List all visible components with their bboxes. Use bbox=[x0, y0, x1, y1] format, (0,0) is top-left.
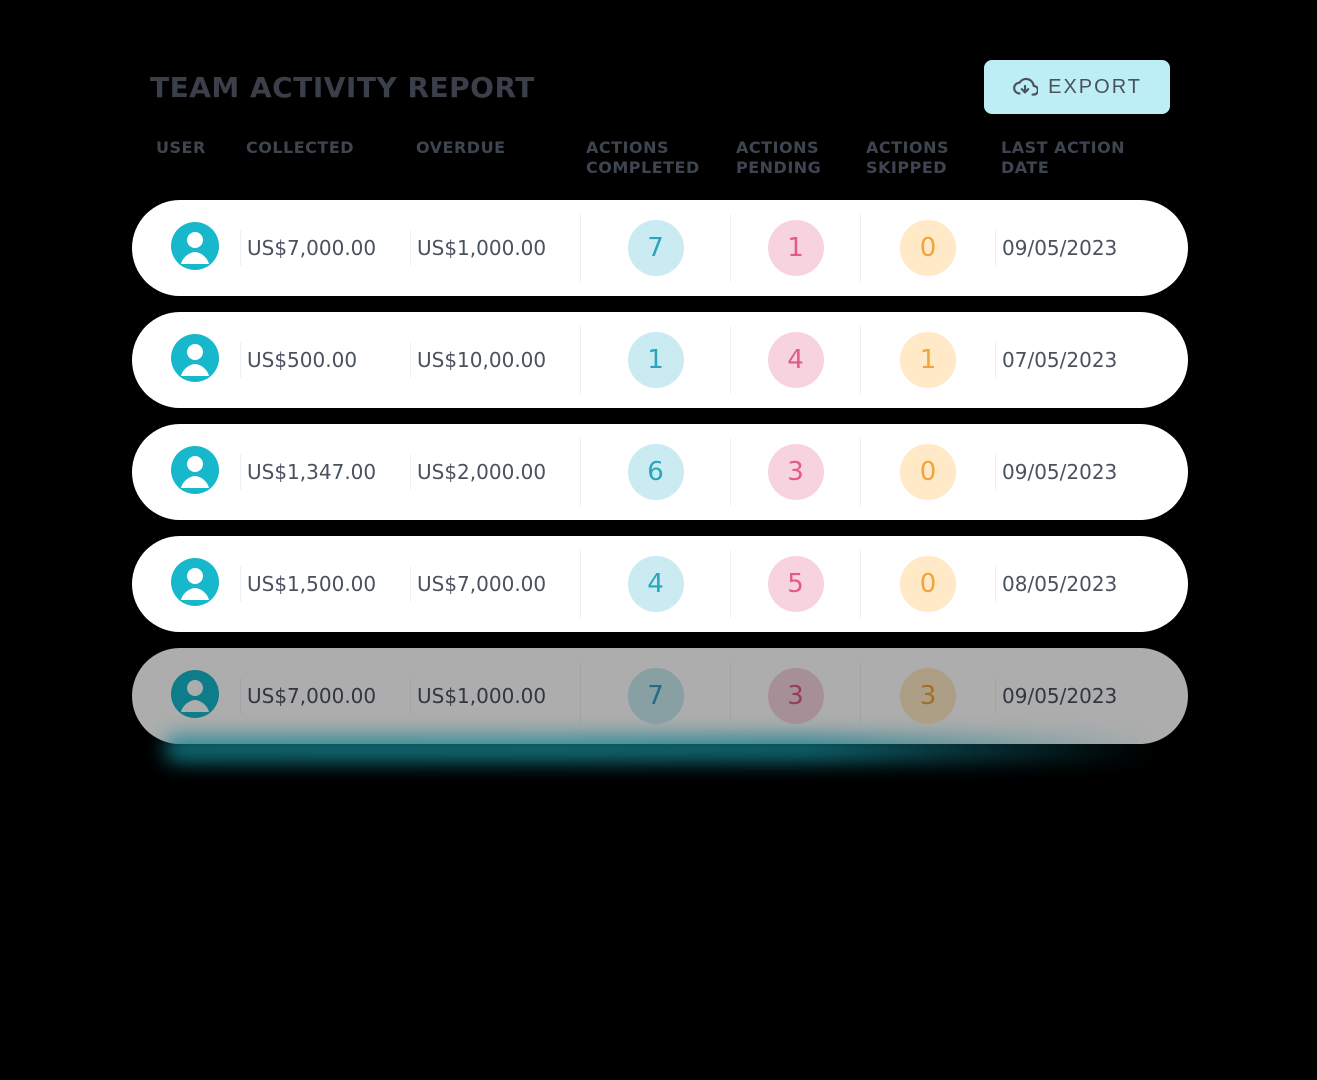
cell-user bbox=[150, 552, 240, 617]
cell-user bbox=[150, 328, 240, 393]
actions-pending-pill: 3 bbox=[768, 668, 824, 724]
cell-actions-completed: 4 bbox=[580, 550, 730, 618]
cloud-download-icon bbox=[1012, 74, 1038, 100]
cell-actions-pending: 3 bbox=[730, 438, 860, 506]
header-actions-skipped: ACTIONS SKIPPED bbox=[860, 132, 995, 184]
table-row: US$7,000.00 US$1,000.00 7 1 0 09/05/2023 bbox=[132, 200, 1188, 296]
viewport: TEAM ACTIVITY REPORT EXPORT USER COLLECT… bbox=[0, 0, 1317, 1080]
cell-actions-skipped: 0 bbox=[860, 438, 995, 506]
actions-skipped-pill: 3 bbox=[900, 668, 956, 724]
cell-actions-completed: 6 bbox=[580, 438, 730, 506]
header-overdue: OVERDUE bbox=[410, 132, 580, 184]
table-body: US$7,000.00 US$1,000.00 7 1 0 09/05/2023… bbox=[120, 200, 1200, 744]
export-button[interactable]: EXPORT bbox=[984, 60, 1170, 114]
cell-user bbox=[150, 216, 240, 281]
cell-overdue: US$7,000.00 bbox=[410, 566, 580, 602]
actions-pending-pill: 5 bbox=[768, 556, 824, 612]
actions-completed-pill: 4 bbox=[628, 556, 684, 612]
header-collected: COLLECTED bbox=[240, 132, 410, 184]
cell-actions-pending: 3 bbox=[730, 662, 860, 730]
actions-skipped-pill: 1 bbox=[900, 332, 956, 388]
cell-user bbox=[150, 664, 240, 729]
cell-last-action: 09/05/2023 bbox=[995, 230, 1175, 266]
user-avatar-icon bbox=[171, 670, 219, 718]
actions-skipped-pill: 0 bbox=[900, 556, 956, 612]
header-last-action: LAST ACTION DATE bbox=[995, 132, 1175, 184]
export-button-label: EXPORT bbox=[1048, 76, 1142, 99]
report-panel: TEAM ACTIVITY REPORT EXPORT USER COLLECT… bbox=[120, 40, 1200, 744]
cell-overdue: US$10,00.00 bbox=[410, 342, 580, 378]
actions-pending-pill: 4 bbox=[768, 332, 824, 388]
actions-pending-pill: 3 bbox=[768, 444, 824, 500]
cell-collected: US$1,500.00 bbox=[240, 566, 410, 602]
cell-actions-pending: 5 bbox=[730, 550, 860, 618]
cell-actions-skipped: 0 bbox=[860, 550, 995, 618]
user-avatar-icon bbox=[171, 558, 219, 606]
cell-collected: US$500.00 bbox=[240, 342, 410, 378]
titlebar: TEAM ACTIVITY REPORT EXPORT bbox=[150, 60, 1170, 114]
table-row: US$1,347.00 US$2,000.00 6 3 0 09/05/2023 bbox=[132, 424, 1188, 520]
actions-skipped-pill: 0 bbox=[900, 444, 956, 500]
cell-collected: US$1,347.00 bbox=[240, 454, 410, 490]
cell-last-action: 09/05/2023 bbox=[995, 454, 1175, 490]
cell-user bbox=[150, 440, 240, 505]
table-row: US$1,500.00 US$7,000.00 4 5 0 08/05/2023 bbox=[132, 536, 1188, 632]
cell-overdue: US$1,000.00 bbox=[410, 678, 580, 714]
actions-skipped-pill: 0 bbox=[900, 220, 956, 276]
header-actions-completed: ACTIONS COMPLETED bbox=[580, 132, 730, 184]
table-row: US$7,000.00 US$1,000.00 7 3 3 09/05/2023 bbox=[132, 648, 1188, 744]
cell-actions-completed: 7 bbox=[580, 662, 730, 730]
actions-pending-pill: 1 bbox=[768, 220, 824, 276]
table-row: US$500.00 US$10,00.00 1 4 1 07/05/2023 bbox=[132, 312, 1188, 408]
actions-completed-pill: 6 bbox=[628, 444, 684, 500]
user-avatar-icon bbox=[171, 334, 219, 382]
header-actions-pending: ACTIONS PENDING bbox=[730, 132, 860, 184]
cell-actions-skipped: 3 bbox=[860, 662, 995, 730]
header-user: USER bbox=[150, 132, 240, 184]
user-avatar-icon bbox=[171, 222, 219, 270]
table-header: USER COLLECTED OVERDUE ACTIONS COMPLETED… bbox=[150, 132, 1170, 184]
cell-actions-skipped: 1 bbox=[860, 326, 995, 394]
cell-actions-completed: 1 bbox=[580, 326, 730, 394]
page-title: TEAM ACTIVITY REPORT bbox=[150, 71, 535, 104]
cell-last-action: 07/05/2023 bbox=[995, 342, 1175, 378]
cell-overdue: US$1,000.00 bbox=[410, 230, 580, 266]
cell-actions-skipped: 0 bbox=[860, 214, 995, 282]
cell-actions-completed: 7 bbox=[580, 214, 730, 282]
cell-last-action: 08/05/2023 bbox=[995, 566, 1175, 602]
cell-collected: US$7,000.00 bbox=[240, 230, 410, 266]
actions-completed-pill: 1 bbox=[628, 332, 684, 388]
user-avatar-icon bbox=[171, 446, 219, 494]
cell-last-action: 09/05/2023 bbox=[995, 678, 1175, 714]
cell-collected: US$7,000.00 bbox=[240, 678, 410, 714]
actions-completed-pill: 7 bbox=[628, 220, 684, 276]
actions-completed-pill: 7 bbox=[628, 668, 684, 724]
cell-actions-pending: 1 bbox=[730, 214, 860, 282]
cell-overdue: US$2,000.00 bbox=[410, 454, 580, 490]
cell-actions-pending: 4 bbox=[730, 326, 860, 394]
